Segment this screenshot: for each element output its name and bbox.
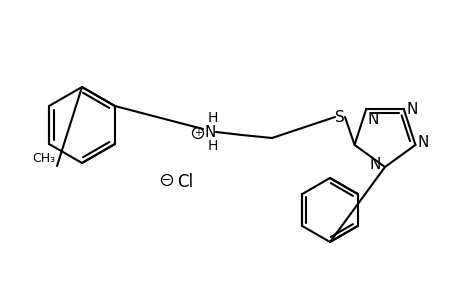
Text: Cl: Cl (177, 173, 193, 191)
Text: N: N (406, 102, 417, 117)
Text: H: H (207, 111, 218, 125)
Text: N: N (366, 112, 378, 127)
Text: −: − (162, 175, 171, 185)
Text: N: N (204, 124, 215, 140)
Text: +: + (194, 128, 202, 138)
Text: CH₃: CH₃ (32, 152, 55, 165)
Text: N: N (416, 135, 428, 150)
Text: H: H (207, 139, 218, 153)
Text: S: S (335, 110, 344, 124)
Text: N: N (369, 157, 380, 172)
